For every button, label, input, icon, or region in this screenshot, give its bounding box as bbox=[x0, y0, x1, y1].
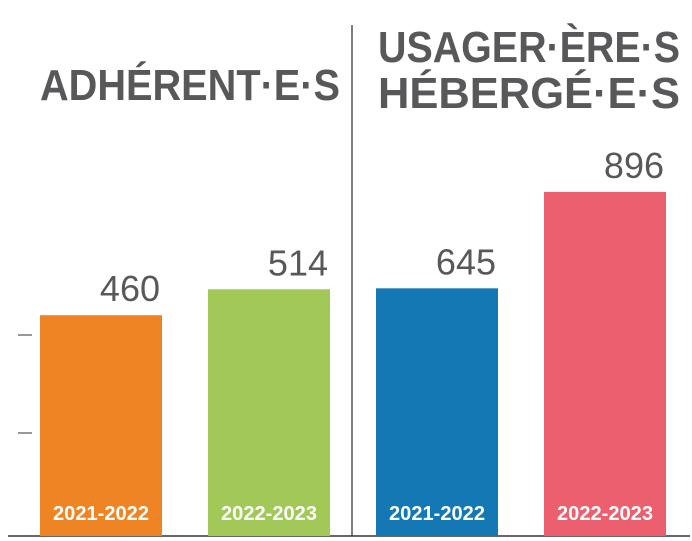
panel-title: USAGER·ÈRE·S bbox=[378, 22, 680, 72]
bar bbox=[544, 191, 666, 536]
value-label: 514 bbox=[268, 242, 328, 283]
value-label: 896 bbox=[604, 145, 664, 186]
panel-title: HÉBERGÉ·E·S bbox=[378, 68, 680, 118]
value-label: 460 bbox=[100, 268, 160, 309]
bar bbox=[376, 288, 498, 536]
category-label: 2022-2023 bbox=[221, 503, 317, 525]
panel-title: ADHÉRENT·E·S bbox=[40, 60, 340, 110]
value-label: 645 bbox=[436, 241, 496, 282]
category-label: 2021-2022 bbox=[389, 503, 485, 525]
bar bbox=[40, 315, 162, 536]
category-label: 2021-2022 bbox=[53, 503, 149, 525]
bar bbox=[208, 289, 330, 536]
category-label: 2022-2023 bbox=[557, 503, 653, 525]
